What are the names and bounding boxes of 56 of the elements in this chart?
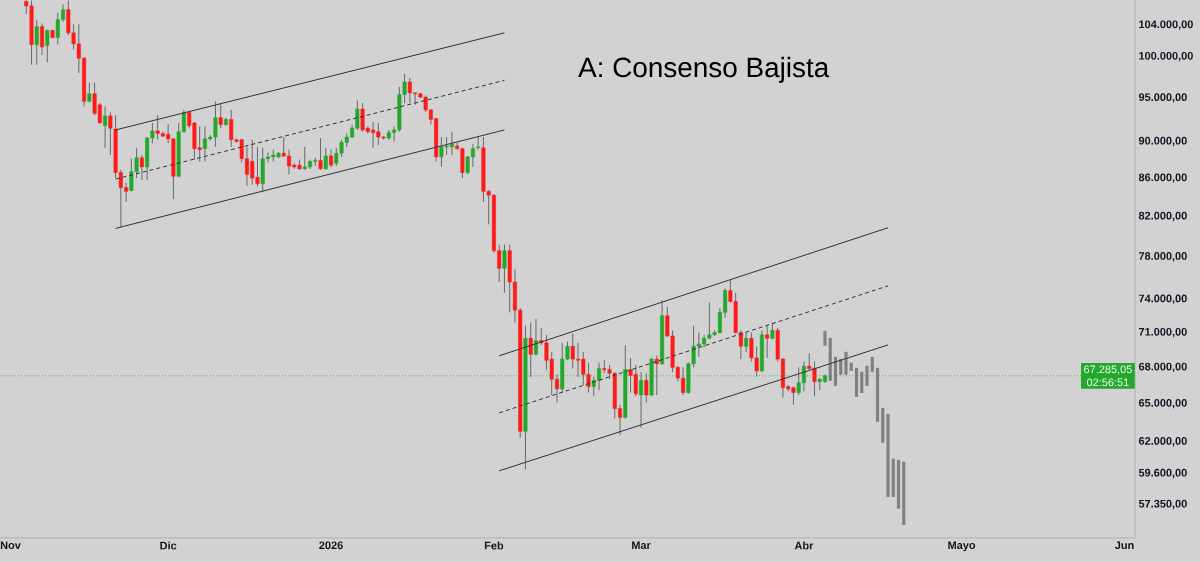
candlestick — [139, 154, 144, 181]
x-tick-label: Abr — [794, 541, 814, 550]
bar — [833, 356, 838, 386]
bar — [844, 351, 848, 375]
candlestick — [45, 29, 50, 63]
candlestick — [744, 332, 749, 353]
bar — [828, 337, 832, 381]
bar — [881, 407, 885, 443]
candlestick — [40, 23, 45, 56]
x-tick-label: Nov — [0, 541, 21, 550]
candlestick — [318, 137, 323, 171]
ref-line-label: 67.285,05 — [1084, 365, 1132, 375]
candlestick — [533, 318, 538, 356]
y-tick-label: 68.000,00 — [1138, 362, 1187, 373]
bar — [860, 371, 864, 393]
bar — [886, 413, 890, 497]
candlestick — [502, 244, 507, 294]
y-tick-label: 104.000,00 — [1139, 20, 1193, 30]
candlestick — [34, 19, 39, 66]
y-tick-label: 78.000,00 — [1138, 252, 1187, 262]
x-tick-label: Jun — [1114, 541, 1134, 550]
y-tick-label: 62.000,00 — [1138, 437, 1187, 447]
bar — [891, 458, 895, 497]
y-tick-label: 71.000,00 — [1138, 327, 1187, 338]
candlestick — [476, 136, 481, 151]
candlestick — [765, 325, 770, 359]
y-tick-label: 65.000,00 — [1138, 398, 1187, 409]
x-tick-label: Mar — [632, 541, 651, 550]
bar — [823, 330, 827, 346]
x-tick-label: Dic — [160, 541, 177, 550]
candlestick — [654, 355, 659, 396]
text: A: Consenso Bajista — [578, 56, 830, 83]
candlestick — [323, 147, 328, 171]
y-tick-label: 59.600,00 — [1138, 468, 1187, 479]
bar — [870, 356, 874, 372]
bar — [896, 459, 901, 509]
y-tick-label: 57.350,00 — [1138, 499, 1187, 510]
x-tick-label: 2026 — [319, 541, 343, 550]
x-tick-label: Mayo — [948, 541, 976, 552]
bar — [902, 461, 906, 525]
candlestick — [644, 372, 649, 403]
y-tick-label: 82.000,00 — [1138, 211, 1187, 222]
y-tick-label: 90.000,00 — [1138, 136, 1187, 147]
candlestick — [218, 102, 223, 129]
x-tick-label: Feb — [484, 541, 504, 550]
y-tick-label: 95.000,00 — [1138, 93, 1187, 103]
y-tick-label: 86.000,00 — [1138, 173, 1187, 183]
y-tick-label: 74.000,00 — [1138, 294, 1187, 304]
candlestick — [103, 106, 108, 149]
annotation: 02:56:51 — [1087, 378, 1129, 387]
y-tick-label: 100.000,00 — [1139, 51, 1193, 62]
bar — [854, 367, 859, 397]
bar — [849, 362, 853, 371]
bar — [865, 365, 869, 386]
candlestick — [528, 321, 533, 378]
bar — [875, 367, 880, 422]
